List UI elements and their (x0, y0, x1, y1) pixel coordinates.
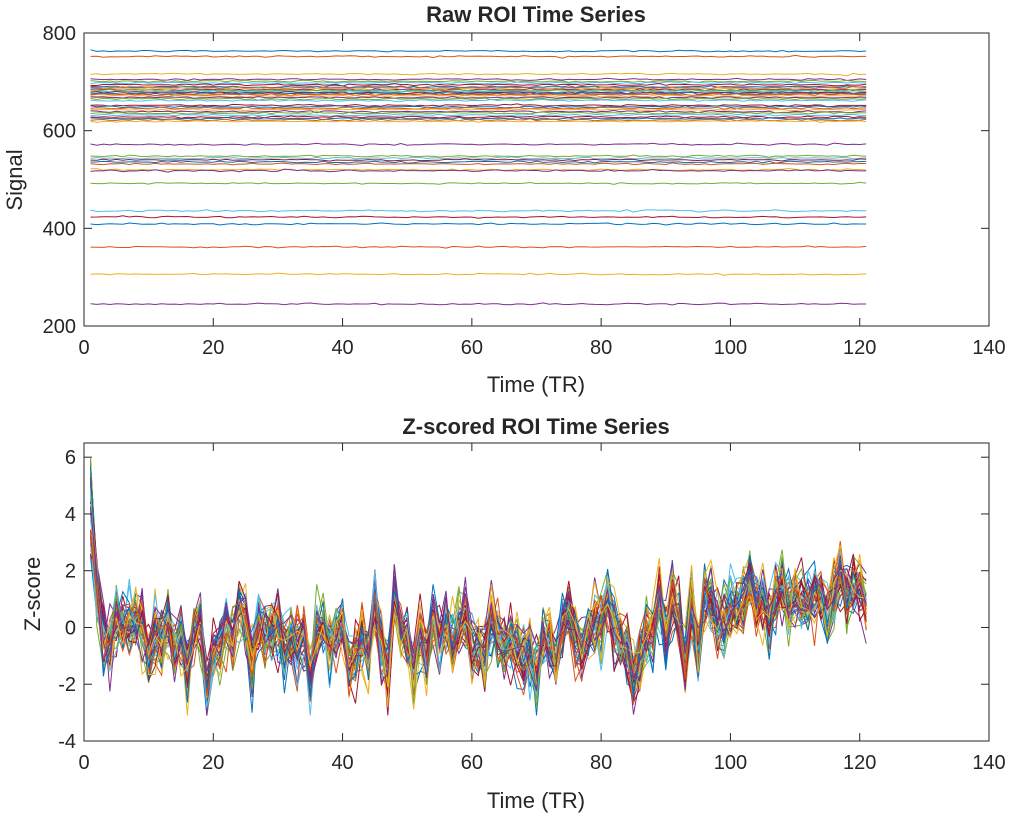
raw-series-line (90, 302, 867, 306)
raw-x-tick-label: 100 (714, 337, 747, 359)
zscore-x-tick-label: 140 (972, 752, 1005, 774)
raw-signal-axes: 0 20 40 60 80 100 120 140 200 400 600 800 Raw ROI T… (2, 2, 1006, 397)
raw-series-line (90, 245, 867, 249)
raw-axis-ticks: 0 20 40 60 80 100 120 140 200 400 600 800 (43, 23, 1006, 359)
raw-x-tick-label: 80 (590, 337, 612, 359)
raw-series-line (90, 105, 867, 109)
zscore-axes: 0 20 40 60 80 100 120 140 -4 -2 0 2 4 6 Z-scored ROI … (20, 414, 1006, 813)
zscore-series-line (90, 489, 867, 708)
zscore-series-line (90, 504, 867, 701)
raw-series-line (90, 97, 867, 101)
zscore-x-tick-label: 120 (843, 752, 876, 774)
zscore-y-tick-label: 6 (65, 447, 76, 469)
raw-series-line (90, 113, 867, 117)
zscore-chart-title: Z-scored ROI Time Series (402, 414, 669, 439)
zscore-y-tick-label: -2 (58, 674, 76, 696)
zscore-series-line (90, 477, 867, 694)
raw-y-axis-label: Signal (2, 149, 27, 210)
raw-series-line (90, 49, 867, 53)
raw-series-line (90, 95, 867, 100)
zscore-x-tick-label: 60 (461, 752, 483, 774)
raw-y-tick-label: 400 (43, 218, 76, 240)
raw-x-tick-label: 20 (202, 337, 224, 359)
raw-y-tick-label: 600 (43, 121, 76, 143)
raw-series-line (90, 168, 867, 173)
raw-series-line (90, 82, 867, 87)
raw-series-line (90, 156, 867, 160)
raw-x-tick-label: 40 (331, 337, 353, 359)
raw-series-line (90, 115, 867, 119)
raw-series-line (90, 81, 867, 85)
zscore-axis-ticks: 0 20 40 60 80 100 120 140 -4 -2 0 2 4 6 (58, 443, 1006, 774)
zscore-y-tick-label: 0 (65, 617, 76, 639)
raw-series-line (90, 160, 867, 164)
raw-x-tick-label: 120 (843, 337, 876, 359)
raw-series-line (90, 181, 867, 185)
zscore-series-line (90, 506, 867, 691)
raw-series-line (90, 272, 867, 276)
raw-series-line (90, 89, 867, 94)
raw-series-line (90, 103, 867, 108)
raw-series-line (90, 154, 867, 158)
raw-axes-box (83, 32, 990, 327)
raw-series-line (90, 222, 867, 226)
zscore-series-lines (90, 457, 867, 716)
raw-series-line (90, 98, 867, 102)
raw-series-line (90, 209, 867, 213)
raw-series-line (90, 162, 867, 166)
zscore-series-line (90, 504, 867, 688)
raw-series-line (90, 108, 867, 112)
raw-series-line (90, 92, 867, 97)
raw-series-line (90, 72, 867, 77)
raw-series-line (90, 158, 867, 162)
raw-series-line (90, 215, 867, 219)
raw-series-line (90, 79, 867, 84)
raw-x-tick-label: 60 (461, 337, 483, 359)
raw-series-line (90, 54, 867, 59)
raw-x-tick-label: 140 (972, 337, 1005, 359)
raw-series-line (90, 109, 867, 114)
zscore-series-line (90, 467, 867, 703)
zscore-y-tick-label: -4 (58, 731, 76, 753)
zscore-x-axis-label: Time (TR) (487, 788, 585, 813)
raw-series-lines (90, 49, 867, 306)
raw-series-line (90, 77, 867, 82)
zscore-x-tick-label: 100 (714, 752, 747, 774)
raw-chart-title: Raw ROI Time Series (426, 2, 646, 27)
raw-x-tick-label: 0 (78, 337, 89, 359)
raw-series-line (90, 94, 867, 98)
zscore-x-tick-label: 0 (78, 752, 89, 774)
raw-series-line (90, 120, 867, 124)
raw-series-line (90, 85, 867, 89)
zscore-x-tick-label: 40 (331, 752, 353, 774)
raw-series-line (90, 111, 867, 115)
raw-y-tick-label: 800 (43, 23, 76, 45)
zscore-x-tick-label: 80 (590, 752, 612, 774)
raw-y-tick-label: 200 (43, 316, 76, 338)
zscore-y-tick-label: 2 (65, 561, 76, 583)
zscore-axes-box (83, 442, 990, 742)
zscore-x-tick-label: 20 (202, 752, 224, 774)
zscore-y-axis-label: Z-score (20, 557, 45, 632)
raw-x-axis-label: Time (TR) (487, 372, 585, 397)
raw-series-line (90, 142, 867, 147)
zscore-y-tick-label: 4 (65, 504, 76, 526)
